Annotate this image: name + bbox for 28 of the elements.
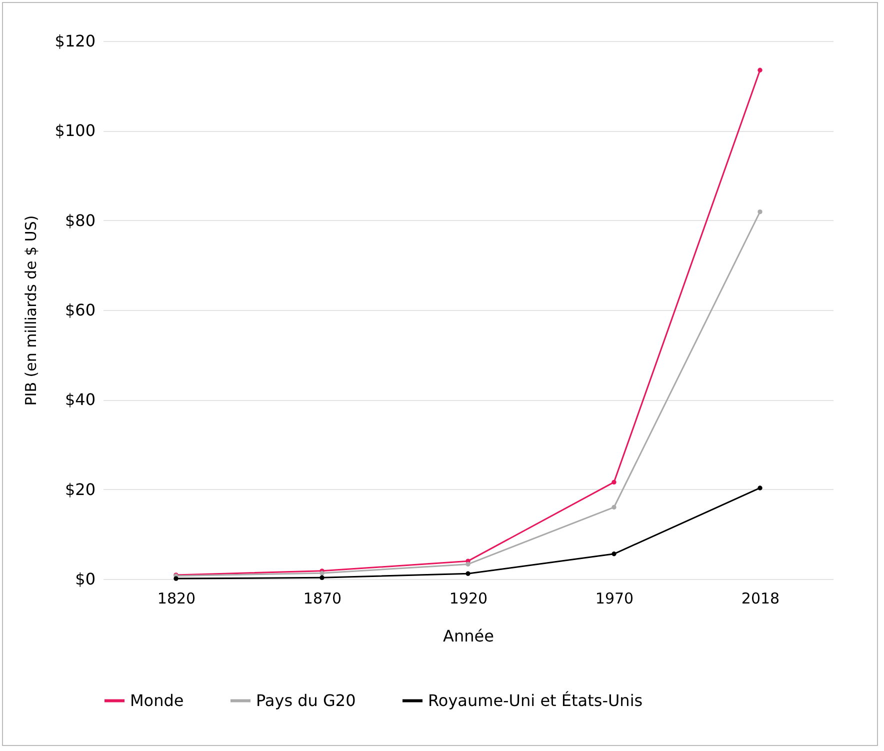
point <box>174 576 178 581</box>
legend-label: Monde <box>130 690 184 710</box>
point <box>320 575 324 580</box>
point <box>320 570 324 576</box>
point <box>758 68 762 72</box>
x-tick-label: 2018 <box>741 590 780 608</box>
legend-label: Pays du G20 <box>256 690 356 710</box>
point <box>612 480 616 484</box>
y-tick-label: $100 <box>54 121 96 140</box>
x-axis-title: Année <box>443 626 494 646</box>
y-tick-label: $60 <box>64 300 96 320</box>
y-tick-label: $0 <box>75 570 96 588</box>
point <box>758 209 762 214</box>
point <box>612 504 616 510</box>
x-tick-label: 1970 <box>595 590 634 608</box>
x-tick-label: 1870 <box>303 590 342 608</box>
y-tick-label: $120 <box>54 32 96 50</box>
point <box>466 571 470 576</box>
y-tick-label: $40 <box>64 390 96 410</box>
x-tick-label: 1920 <box>449 590 488 608</box>
y-tick-label: $80 <box>64 210 96 230</box>
x-tick-label: 1820 <box>157 590 196 608</box>
y-tick-label: $20 <box>64 480 96 499</box>
point <box>612 552 616 556</box>
y-axis-title: PIB (en milliards de $ US) <box>22 215 40 406</box>
point <box>466 562 470 567</box>
point <box>758 486 762 490</box>
legend-label: Royaume-Uni et États-Unis <box>428 690 643 710</box>
